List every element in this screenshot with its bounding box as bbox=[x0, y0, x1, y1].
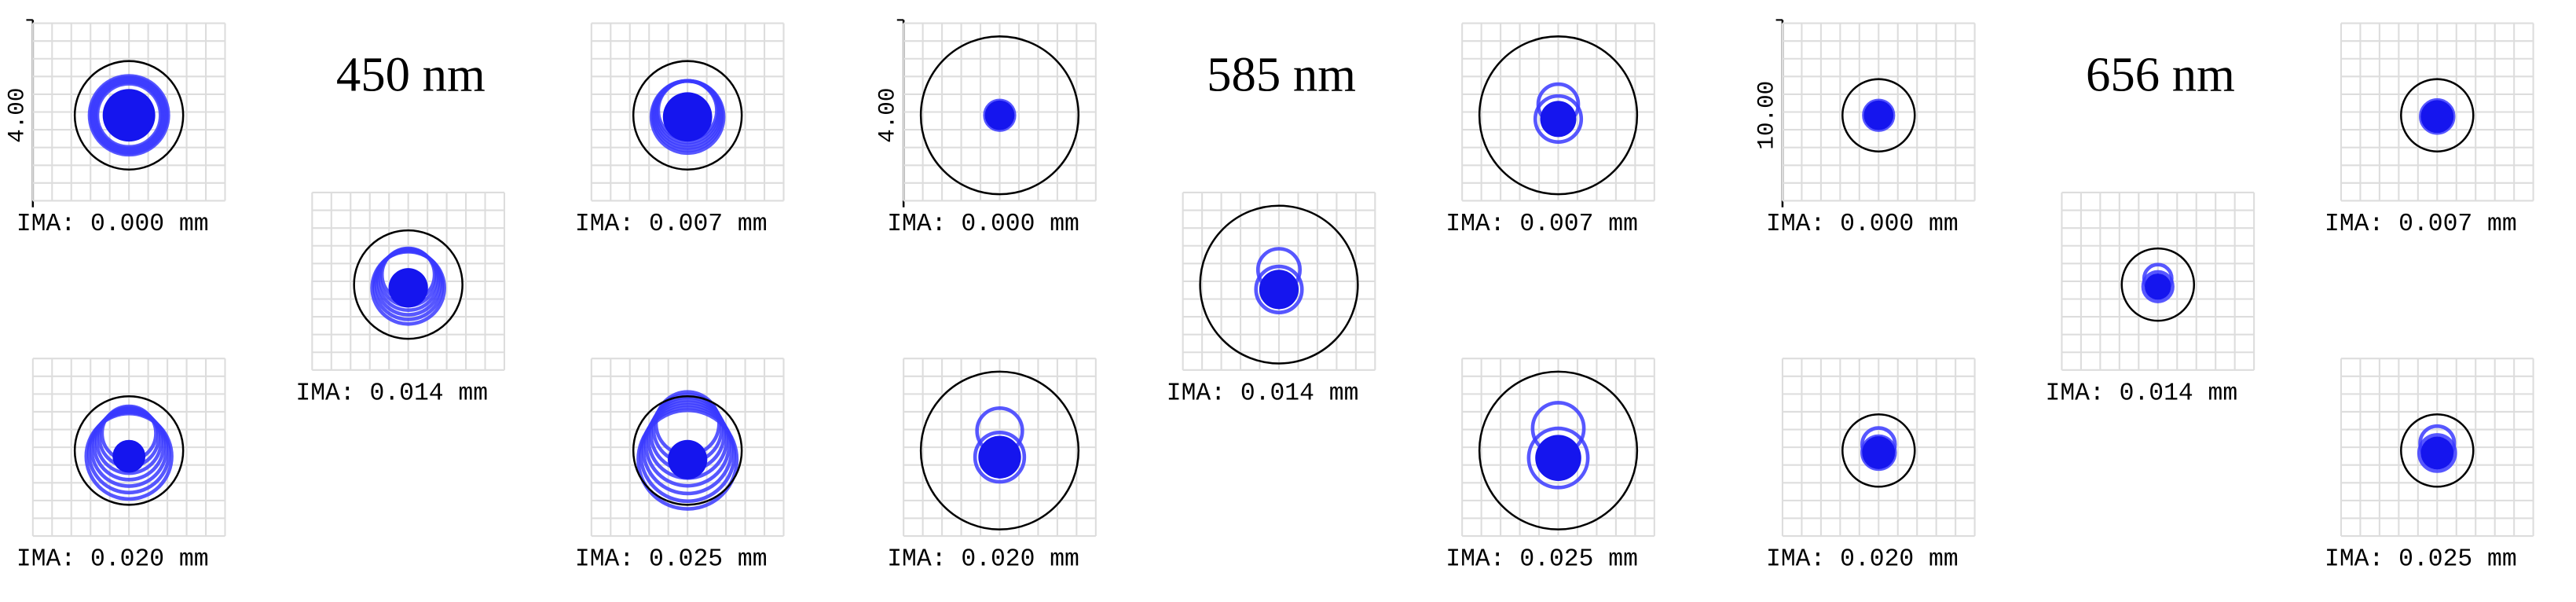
airy-disk bbox=[1841, 78, 1916, 152]
spot-core bbox=[2420, 100, 2454, 134]
spot-panel bbox=[1182, 191, 1376, 371]
spot-panel bbox=[590, 358, 785, 538]
field-label: IMA: 0.025 mm bbox=[1446, 546, 1638, 574]
spot-panel bbox=[2340, 358, 2534, 538]
spot-core bbox=[662, 92, 713, 142]
airy-disk bbox=[73, 395, 185, 506]
group-title: 450 nm bbox=[336, 46, 486, 101]
airy-disk bbox=[2400, 78, 2475, 152]
group-title: 656 nm bbox=[2086, 46, 2235, 101]
spot-ring bbox=[641, 403, 734, 496]
airy-disk bbox=[919, 35, 1080, 196]
group-title: 585 nm bbox=[1207, 46, 1356, 101]
field-label: IMA: 0.000 mm bbox=[16, 211, 209, 238]
airy-disk bbox=[2120, 247, 2196, 322]
spot-panel bbox=[1781, 22, 1976, 202]
spot-ring bbox=[95, 82, 163, 149]
spot-core bbox=[1259, 270, 1299, 310]
field-label: IMA: 0.025 mm bbox=[2325, 546, 2517, 574]
airy-disk bbox=[632, 395, 743, 506]
spot-ring bbox=[639, 406, 736, 504]
field-label: IMA: 0.000 mm bbox=[1766, 211, 1959, 238]
spot-ring bbox=[1526, 426, 1590, 490]
spot-panel bbox=[2061, 191, 2255, 371]
spot-core bbox=[1862, 436, 1896, 469]
field-label: IMA: 0.020 mm bbox=[1766, 546, 1959, 574]
field-label: IMA: 0.007 mm bbox=[2325, 211, 2517, 238]
airy-disk bbox=[1841, 413, 1916, 488]
spot-panel bbox=[903, 358, 1097, 538]
spot-ring bbox=[2141, 270, 2175, 303]
airy-disk bbox=[2400, 413, 2475, 488]
spot-core bbox=[1535, 435, 1581, 481]
spot-ring bbox=[973, 430, 1027, 484]
field-label: IMA: 0.014 mm bbox=[2046, 380, 2238, 407]
spot-panel bbox=[1781, 358, 1976, 538]
spot-core bbox=[984, 100, 1015, 130]
spot-core bbox=[2145, 273, 2171, 300]
field-label: IMA: 0.025 mm bbox=[575, 546, 768, 574]
scale-label: 10.00 bbox=[1753, 81, 1779, 150]
spot-panel bbox=[31, 22, 226, 202]
spot-panel bbox=[311, 191, 506, 371]
spot-ring bbox=[636, 408, 739, 511]
field-label: IMA: 0.000 mm bbox=[887, 211, 1079, 238]
spot-core bbox=[112, 439, 146, 473]
spot-ring bbox=[643, 400, 731, 488]
field-label: IMA: 0.007 mm bbox=[1446, 211, 1638, 238]
spot-core bbox=[388, 268, 428, 308]
airy-disk bbox=[919, 370, 1080, 530]
spot-core bbox=[1540, 101, 1577, 138]
airy-disk bbox=[353, 229, 464, 340]
spot-panel bbox=[1461, 22, 1655, 202]
spot-core bbox=[978, 435, 1021, 479]
airy-disk bbox=[1478, 35, 1639, 196]
field-label: IMA: 0.020 mm bbox=[887, 546, 1079, 574]
spot-panel bbox=[903, 22, 1097, 202]
scale-label: 4.00 bbox=[4, 88, 30, 143]
airy-disk bbox=[632, 60, 743, 171]
spot-ring bbox=[1254, 264, 1304, 314]
spot-panel bbox=[1461, 358, 1655, 538]
spot-panel bbox=[31, 358, 226, 538]
airy-disk bbox=[73, 60, 185, 171]
spot-panel bbox=[2340, 22, 2534, 202]
scale-label: 4.00 bbox=[875, 88, 901, 143]
spot-panel bbox=[590, 22, 785, 202]
spot-ring bbox=[1533, 94, 1584, 144]
field-label: IMA: 0.014 mm bbox=[295, 380, 488, 407]
field-label: IMA: 0.014 mm bbox=[1167, 380, 1359, 407]
airy-disk bbox=[1478, 370, 1639, 530]
spot-core bbox=[2420, 436, 2454, 470]
airy-disk bbox=[1199, 204, 1359, 365]
field-label: IMA: 0.020 mm bbox=[16, 546, 209, 574]
field-label: IMA: 0.007 mm bbox=[575, 211, 768, 238]
spot-core bbox=[102, 89, 156, 142]
spot-ring bbox=[2417, 433, 2457, 473]
spot-core bbox=[668, 439, 708, 479]
spot-core bbox=[1863, 100, 1894, 130]
